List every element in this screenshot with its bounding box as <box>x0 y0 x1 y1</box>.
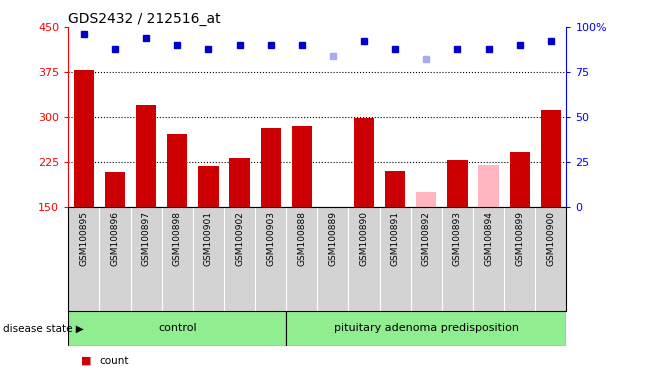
Bar <box>385 171 406 207</box>
Text: count: count <box>100 356 129 366</box>
Bar <box>74 70 94 207</box>
Bar <box>105 172 125 207</box>
FancyBboxPatch shape <box>286 311 566 346</box>
Bar <box>354 118 374 207</box>
Bar <box>447 161 467 207</box>
Bar <box>136 105 156 207</box>
Text: disease state ▶: disease state ▶ <box>3 323 84 333</box>
Text: control: control <box>158 323 197 333</box>
Bar <box>199 166 219 207</box>
Bar <box>292 126 312 207</box>
Bar <box>260 128 281 207</box>
Bar <box>229 158 250 207</box>
Text: pituitary adenoma predisposition: pituitary adenoma predisposition <box>334 323 519 333</box>
Bar <box>416 192 436 207</box>
Bar <box>541 110 561 207</box>
Bar <box>167 134 187 207</box>
Text: ■: ■ <box>81 356 92 366</box>
Text: GDS2432 / 212516_at: GDS2432 / 212516_at <box>68 12 221 26</box>
Bar <box>478 165 499 207</box>
Bar <box>510 152 530 207</box>
FancyBboxPatch shape <box>68 311 286 346</box>
